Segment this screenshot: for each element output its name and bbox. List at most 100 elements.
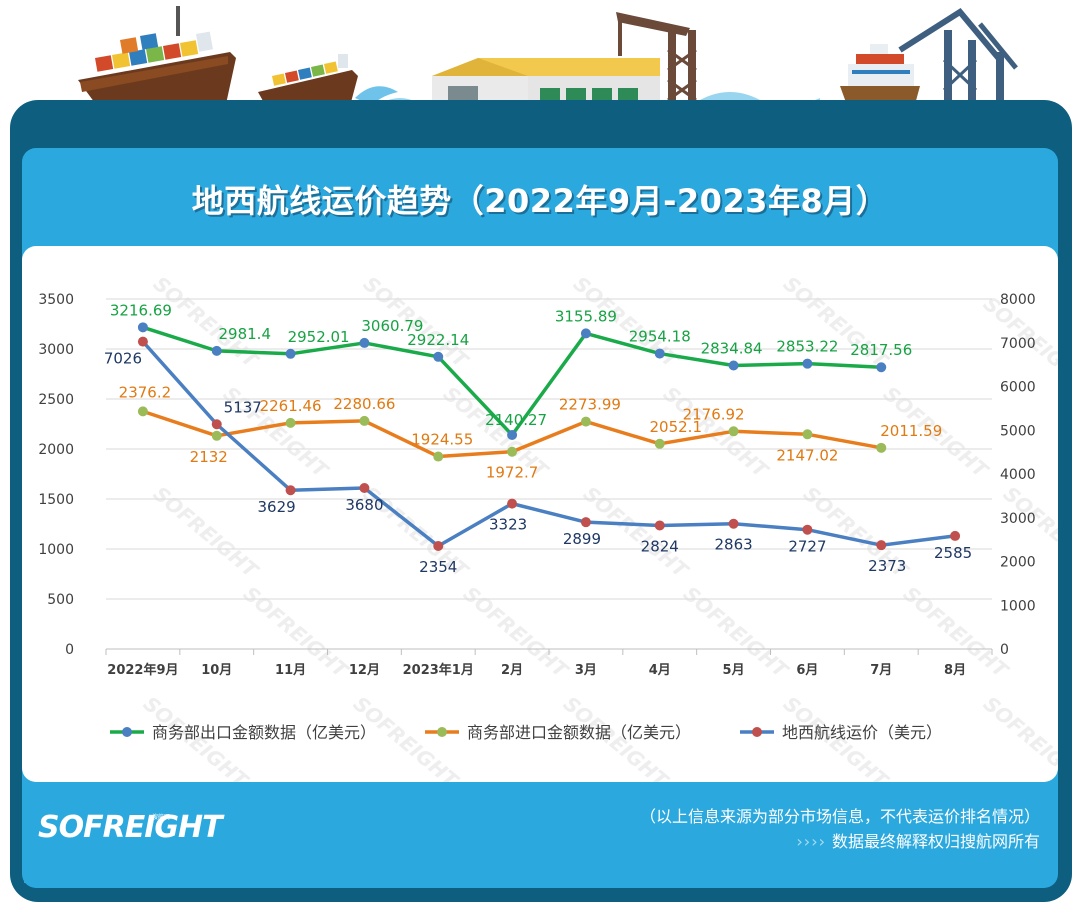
chart-legend: 商务部出口金额数据（亿美元） 商务部进口金额数据（亿美元） 地西航线运价（美元） bbox=[110, 723, 942, 742]
export-series-data-label: 2981.4 bbox=[219, 325, 272, 343]
import-series-point bbox=[876, 442, 887, 453]
export-series-data-label: 2922.14 bbox=[407, 331, 469, 349]
import-series-data-label: 1924.55 bbox=[411, 431, 473, 449]
export-series-point bbox=[728, 360, 739, 371]
freight-series-data-label: 2727 bbox=[788, 538, 826, 556]
chart-grid bbox=[105, 298, 993, 655]
export-series-data-label: 2817.56 bbox=[850, 341, 912, 359]
freight-series-legend-marker bbox=[752, 727, 762, 737]
freight-series-data-label: 3323 bbox=[489, 516, 527, 534]
freight-series-data-label: 2899 bbox=[563, 530, 601, 548]
freight-series-point bbox=[728, 518, 739, 529]
sofreight-logo-subtext: 搜航网 bbox=[152, 814, 171, 821]
right-axis-tick-label: 3000 bbox=[1000, 511, 1036, 527]
freight-series-point bbox=[359, 483, 370, 493]
export-series-data-label: 3155.89 bbox=[555, 307, 617, 325]
freight-series-point bbox=[802, 524, 813, 535]
left-axis-tick-label: 0 bbox=[65, 642, 74, 658]
watermark-layer: SOFREIGHT SOFREIGHT SOFREIGHT SOFREIGHT SOFR… bbox=[139, 271, 1058, 782]
import-series-point bbox=[802, 429, 813, 440]
gantry-crane-icon bbox=[898, 8, 1018, 114]
import-series-legend-marker bbox=[437, 727, 447, 737]
import-series-data-label: 2280.66 bbox=[333, 395, 395, 413]
import-series-point bbox=[433, 451, 444, 462]
watermark-text: SOFREIGHT bbox=[149, 481, 264, 583]
export-series-point bbox=[137, 322, 148, 333]
export-series-point bbox=[580, 328, 591, 339]
freight-series-data-label: 3629 bbox=[257, 498, 295, 516]
right-axis-tick-label: 1000 bbox=[1000, 598, 1036, 614]
series-lines bbox=[137, 322, 961, 552]
export-series-data-label: 2834.84 bbox=[701, 340, 763, 358]
freight-series-legend-label: 地西航线运价（美元） bbox=[782, 723, 942, 742]
export-series-point bbox=[211, 345, 222, 356]
x-axis-tick-label: 8月 bbox=[944, 663, 966, 678]
freight-series-point bbox=[654, 520, 665, 531]
export-series-data-label: 3216.69 bbox=[110, 301, 172, 319]
x-axis-tick-label: 2022年9月 bbox=[107, 662, 178, 678]
export-series-legend-label: 商务部出口金额数据（亿美元） bbox=[152, 723, 376, 742]
export-series-data-label: 2853.22 bbox=[776, 338, 838, 356]
right-axis-tick-label: 5000 bbox=[1000, 423, 1036, 439]
import-series-data-label: 2147.02 bbox=[776, 446, 838, 464]
import-series-point bbox=[359, 415, 370, 426]
x-axis-tick-label: 2023年1月 bbox=[403, 662, 474, 678]
import-series-data-label: 2011.59 bbox=[880, 422, 942, 440]
import-series-point bbox=[728, 426, 739, 437]
x-axis-tick-label: 2月 bbox=[501, 663, 523, 678]
freight-series-data-label: 7026 bbox=[104, 350, 142, 368]
import-series-point bbox=[580, 416, 591, 427]
import-series-data-label: 2052.1 bbox=[650, 418, 703, 436]
x-axis-tick-label: 11月 bbox=[275, 663, 306, 678]
chart-panel bbox=[22, 246, 1058, 782]
rights-note-line: ›››› 数据最终解释权归搜航网所有 bbox=[796, 828, 1040, 852]
import-series-data-label: 2376.2 bbox=[119, 383, 172, 401]
bottom-dashed-border bbox=[24, 877, 1056, 883]
right-axis-tick-label: 0 bbox=[1000, 642, 1009, 658]
import-series-point bbox=[211, 430, 222, 441]
import-series-data-label: 2132 bbox=[190, 448, 228, 466]
import-series-data-label: 2261.46 bbox=[260, 397, 322, 415]
export-series-point bbox=[802, 358, 813, 369]
freight-series-data-label: 2585 bbox=[934, 544, 972, 562]
left-axis-tick-label: 3500 bbox=[38, 292, 74, 308]
left-y-axis: 0 500 1000 1500 2000 2500 3000 3500 bbox=[38, 292, 74, 658]
watermark-text: SOFREIGHT bbox=[149, 271, 264, 373]
export-series-legend-marker bbox=[122, 727, 132, 737]
warehouse-icon bbox=[432, 58, 660, 106]
export-series-data-label: 2954.18 bbox=[629, 328, 691, 346]
import-series-data-label: 2273.99 bbox=[559, 396, 621, 414]
freight-series-point bbox=[137, 336, 148, 347]
right-axis-tick-label: 8000 bbox=[1000, 292, 1036, 308]
left-axis-tick-label: 1500 bbox=[38, 492, 74, 508]
freight-series-data-label: 3680 bbox=[345, 496, 383, 514]
freight-series-data-label: 2354 bbox=[419, 558, 457, 576]
freight-series-data-label: 2863 bbox=[714, 536, 752, 554]
x-axis-tick-label: 5月 bbox=[723, 663, 745, 678]
page-title: 地西航线运价趋势（2022年9月-2023年8月） bbox=[191, 182, 889, 220]
export-series-point bbox=[359, 337, 370, 348]
export-series-point bbox=[507, 429, 518, 440]
sofreight-logo: SOFREIGHT bbox=[38, 810, 223, 845]
chevrons-icon: ›››› bbox=[796, 832, 826, 851]
right-axis-tick-label: 7000 bbox=[1000, 336, 1036, 352]
left-axis-tick-label: 500 bbox=[47, 592, 74, 608]
export-series-data-label: 3060.79 bbox=[361, 317, 423, 335]
left-axis-tick-label: 2000 bbox=[38, 442, 74, 458]
x-axis: 2022年9月 10月 11月 12月 2023年1月 2月 3月 4月 5月 6月 7月 8月 bbox=[107, 662, 966, 678]
left-axis-tick-label: 3000 bbox=[38, 342, 74, 358]
export-series-data-label: 2952.01 bbox=[288, 328, 350, 346]
x-axis-tick-label: 10月 bbox=[201, 663, 232, 678]
freight-series-point bbox=[211, 419, 222, 430]
right-y-axis: 0 1000 2000 3000 4000 5000 6000 7000 8000 bbox=[1000, 292, 1036, 658]
export-series-point bbox=[654, 348, 665, 359]
import-series-point bbox=[654, 438, 665, 449]
freight-series-point bbox=[433, 541, 444, 552]
freight-series-data-label: 5137 bbox=[224, 398, 262, 416]
right-axis-tick-label: 4000 bbox=[1000, 467, 1036, 483]
export-series-point bbox=[433, 351, 444, 362]
export-series-data-label: 2140.27 bbox=[485, 411, 547, 429]
import-series-point bbox=[507, 446, 518, 457]
import-series-legend-label: 商务部进口金额数据（亿美元） bbox=[467, 723, 691, 742]
